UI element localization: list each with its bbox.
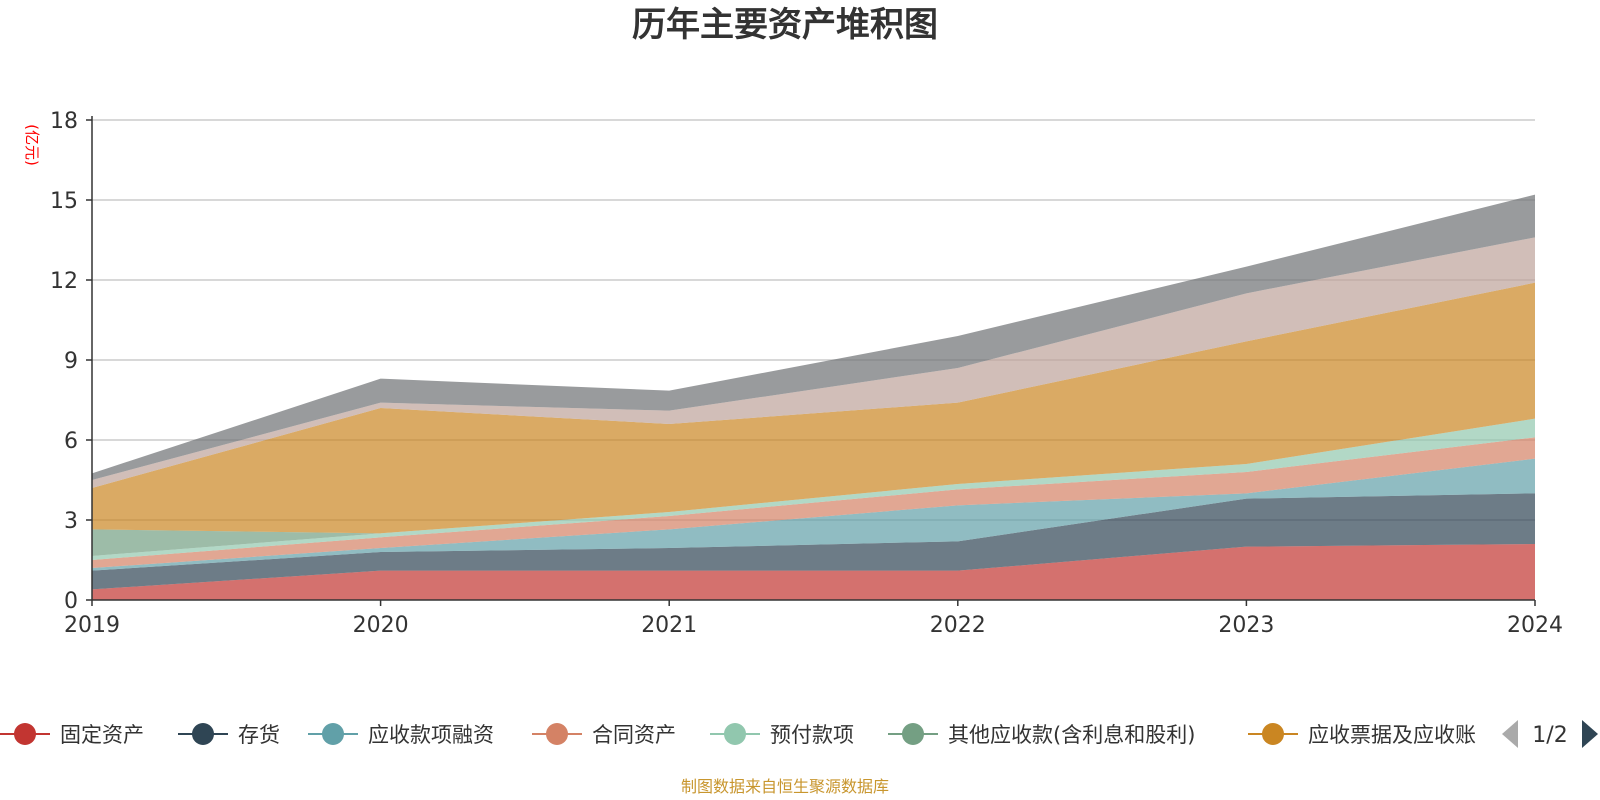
chart-title: 历年主要资产堆积图 [632, 5, 938, 45]
legend-pager: 1/2 [1502, 720, 1598, 748]
y-axis-unit-label: (亿元) [23, 124, 41, 166]
legend-item[interactable]: 存货 [178, 723, 280, 747]
legend-marker-icon [192, 723, 214, 745]
x-tick-label: 2020 [353, 613, 409, 638]
area-series-6: 其他应收款(含利息和股利) [92, 418, 1535, 556]
y-tick-label: 15 [50, 189, 78, 214]
x-tick-label: 2019 [64, 613, 120, 638]
legend-marker-icon [902, 723, 924, 745]
x-tick-label: 2023 [1218, 613, 1274, 638]
legend-label: 其他应收款(含利息和股利) [948, 723, 1195, 747]
legend-marker-icon [14, 723, 36, 745]
legend-label: 固定资产 [60, 723, 144, 747]
y-tick-label: 12 [50, 269, 78, 294]
x-tick-label: 2021 [641, 613, 697, 638]
legend-prev-icon[interactable] [1502, 720, 1518, 748]
legend-marker-icon [546, 723, 568, 745]
legend-item[interactable]: 其他应收款(含利息和股利) [888, 723, 1195, 747]
legend-label: 应收票据及应收账 [1308, 723, 1476, 747]
area-series-5: 预付款项 [92, 418, 1535, 560]
area-series-3: 应收款项融资 [92, 458, 1535, 571]
area-series-group: 固定资产存货应收款项融资合同资产预付款项其他应收款(含利息和股利)应收票据及应收… [92, 194, 1535, 600]
axes: 0 3 6 9 12 15 18 2019 2020 2021 2022 2023 2024 [50, 109, 1563, 638]
legend-label: 合同资产 [592, 723, 676, 747]
legend-next-icon[interactable] [1582, 720, 1598, 748]
legend-item[interactable]: 合同资产 [532, 723, 676, 747]
legend[interactable]: 固定资产 存货 应收款项融资 合同资产 预付款项 其他应收款(含利息和股利) 应收票据及应收… [0, 720, 1598, 748]
legend-label: 预付款项 [770, 723, 854, 747]
legend-items: 固定资产 存货 应收款项融资 合同资产 预付款项 其他应收款(含利息和股利) 应收票据及应收… [0, 723, 1476, 747]
y-tick-label: 0 [64, 589, 78, 614]
y-tick-label: 6 [64, 429, 78, 454]
area-series-2: 存货 [92, 493, 1535, 590]
y-tick-label: 9 [64, 349, 78, 374]
area-series-1: 固定资产 [92, 544, 1535, 600]
legend-item[interactable]: 固定资产 [0, 723, 144, 747]
legend-label: 应收款项融资 [368, 723, 494, 747]
y-tick-label: 18 [50, 109, 78, 134]
legend-item[interactable]: 应收款项融资 [308, 723, 494, 747]
area-series-7: 应收票据及应收账款 [92, 282, 1535, 534]
legend-page-indicator: 1/2 [1532, 723, 1567, 748]
x-tick-label: 2024 [1507, 613, 1563, 638]
x-tick-label: 2022 [930, 613, 986, 638]
area-series-4: 合同资产 [92, 437, 1535, 568]
data-source-note: 制图数据来自恒生聚源数据库 [681, 777, 889, 796]
legend-label: 存货 [238, 723, 280, 747]
legend-marker-icon [724, 723, 746, 745]
legend-item[interactable]: 应收票据及应收账 [1248, 723, 1476, 747]
legend-marker-icon [1262, 723, 1284, 745]
y-tick-label: 3 [64, 509, 78, 534]
legend-marker-icon [322, 723, 344, 745]
legend-item[interactable]: 预付款项 [710, 723, 854, 747]
